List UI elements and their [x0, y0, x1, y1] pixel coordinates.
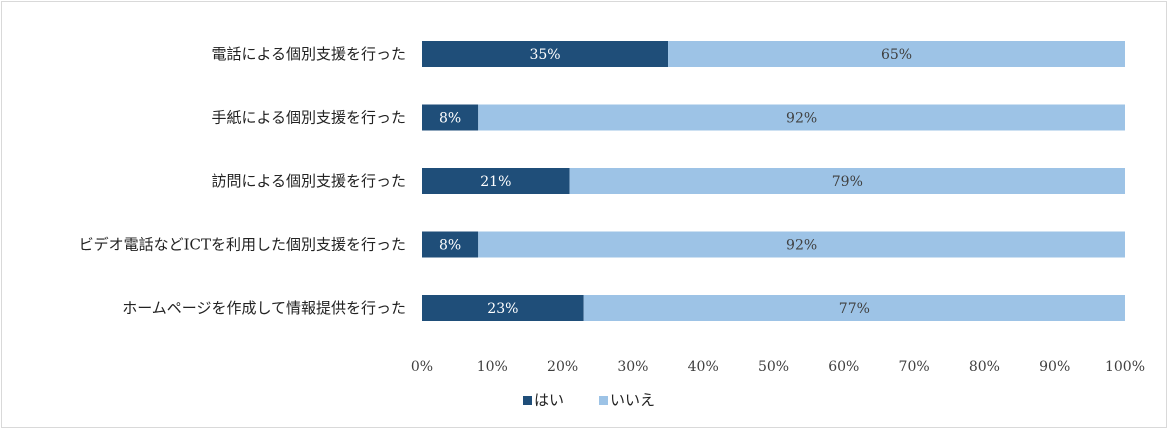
legend-swatch-no — [599, 396, 608, 405]
bar-segment-yes — [422, 41, 669, 67]
x-tick-label: 20% — [547, 359, 578, 375]
bar-segment-no — [569, 168, 1125, 194]
category-labels: 電話による個別支援を行った手紙による個別支援を行った訪問による個別支援を行ったビ… — [79, 45, 406, 317]
data-label: 35% — [529, 47, 560, 63]
category-label: 電話による個別支援を行った — [211, 45, 406, 63]
legend-label-no: いいえ — [610, 391, 655, 409]
x-tick-label: 80% — [969, 359, 1000, 375]
x-tick-label: 30% — [617, 359, 648, 375]
bar-segment-no — [478, 231, 1125, 258]
legend-label-yes: はい — [534, 391, 564, 409]
legend: はい いいえ — [523, 391, 655, 409]
bar-segment-no — [583, 295, 1125, 321]
category-label: 手紙による個別支援を行った — [211, 109, 406, 127]
x-tick-label: 60% — [828, 359, 859, 375]
data-label: 8% — [439, 111, 461, 127]
bar-segment-no — [478, 104, 1125, 131]
x-tick-label: 10% — [477, 359, 508, 375]
category-label: 訪問による個別支援を行った — [211, 172, 406, 190]
x-tick-label: 50% — [758, 359, 789, 375]
data-label: 23% — [487, 301, 518, 317]
data-label: 21% — [480, 174, 511, 190]
data-label: 77% — [839, 301, 870, 317]
data-label: 8% — [439, 238, 461, 254]
x-tick-label: 70% — [899, 359, 930, 375]
bar-segment-yes — [422, 168, 570, 194]
x-tick-label: 40% — [688, 359, 719, 375]
bar-segment-yes — [422, 104, 479, 131]
bar-segment-no — [668, 41, 1125, 67]
x-tick-label: 100% — [1105, 359, 1145, 375]
category-label: ビデオ電話などICTを利用した個別支援を行った — [79, 236, 406, 254]
category-label: ホームページを作成して情報提供を行った — [122, 299, 406, 317]
bar-segment-yes — [422, 295, 584, 321]
data-label: 92% — [786, 238, 817, 254]
x-tick-label: 0% — [411, 359, 433, 375]
bars-layer: 35% 65% 8% 92% 21% 79% 8% 92% 23% 77% — [422, 41, 1125, 321]
x-axis: 0% 10% 20% 30% 40% 50% 60% 70% 80% 90% 100% — [411, 359, 1145, 375]
data-label: 65% — [881, 47, 912, 63]
data-label: 79% — [832, 174, 863, 190]
x-tick-label: 90% — [1039, 359, 1070, 375]
legend-swatch-yes — [523, 396, 532, 405]
bar-segment-yes — [422, 231, 479, 258]
data-label: 92% — [786, 111, 817, 127]
